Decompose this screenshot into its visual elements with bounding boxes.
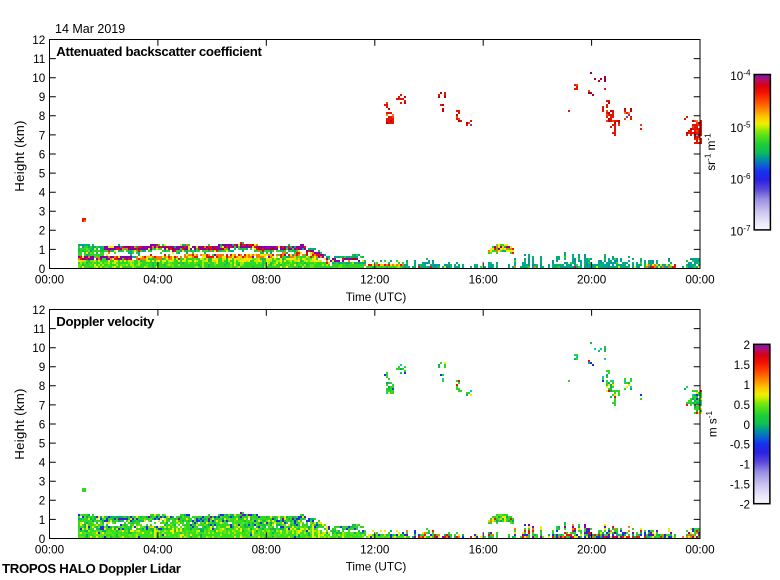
svg-text:-2: -2 [740,499,750,512]
svg-text:-1.5: -1.5 [730,479,751,492]
svg-text:Time (UTC): Time (UTC) [346,291,407,304]
svg-text:11: 11 [33,323,45,336]
svg-text:1: 1 [39,244,46,257]
svg-text:10: 10 [32,342,46,355]
svg-text:20:00: 20:00 [577,274,607,287]
svg-text:0.5: 0.5 [734,399,751,412]
svg-text:00:00: 00:00 [685,544,715,557]
svg-text:12:00: 12:00 [360,274,390,287]
svg-text:1.5: 1.5 [734,359,751,372]
svg-text:11: 11 [33,53,45,66]
svg-text:04:00: 04:00 [143,274,173,287]
svg-text:6: 6 [39,418,46,431]
svg-text:6: 6 [39,148,46,161]
svg-text:3: 3 [39,476,46,489]
svg-text:12: 12 [32,34,45,47]
svg-text:7: 7 [39,399,46,412]
svg-text:-1: -1 [740,459,750,472]
svg-text:9: 9 [39,361,46,374]
svg-text:10: 10 [32,72,46,85]
svg-text:12: 12 [32,304,45,317]
svg-text:5: 5 [39,437,46,450]
svg-text:7: 7 [39,129,46,142]
svg-text:2: 2 [743,339,750,352]
svg-text:12:00: 12:00 [360,544,390,557]
svg-text:08:00: 08:00 [252,274,282,287]
svg-text:Doppler velocity: Doppler velocity [56,314,155,329]
svg-text:3: 3 [39,206,46,219]
svg-text:0: 0 [39,263,46,276]
svg-text:00:00: 00:00 [35,544,65,557]
svg-text:TROPOS HALO Doppler Lidar: TROPOS HALO Doppler Lidar [2,561,181,576]
svg-text:-0.5: -0.5 [730,439,751,452]
svg-text:0: 0 [743,419,750,432]
svg-text:9: 9 [39,91,46,104]
svg-text:16:00: 16:00 [469,544,499,557]
svg-text:5: 5 [39,167,46,180]
svg-text:8: 8 [39,380,46,393]
svg-text:2: 2 [39,225,46,238]
svg-text:08:00: 08:00 [252,544,282,557]
svg-text:20:00: 20:00 [577,544,607,557]
svg-text:4: 4 [39,187,46,200]
svg-text:04:00: 04:00 [143,544,173,557]
svg-text:sr-1 m-1: sr-1 m-1 [704,133,719,171]
svg-text:2: 2 [39,495,46,508]
svg-text:0: 0 [39,533,46,546]
svg-text:Time (UTC): Time (UTC) [346,561,407,574]
svg-text:Attenuated backscatter coeffic: Attenuated backscatter coefficient [56,44,262,59]
svg-text:00:00: 00:00 [35,274,65,287]
svg-text:16:00: 16:00 [469,274,499,287]
svg-text:8: 8 [39,110,46,123]
svg-text:1: 1 [743,379,750,392]
svg-text:14 Mar 2019: 14 Mar 2019 [55,22,125,36]
svg-text:Height (km): Height (km) [12,120,27,191]
svg-text:00:00: 00:00 [685,274,715,287]
svg-text:1: 1 [39,514,46,527]
svg-text:4: 4 [39,457,46,470]
svg-text:Height (km): Height (km) [12,388,27,459]
